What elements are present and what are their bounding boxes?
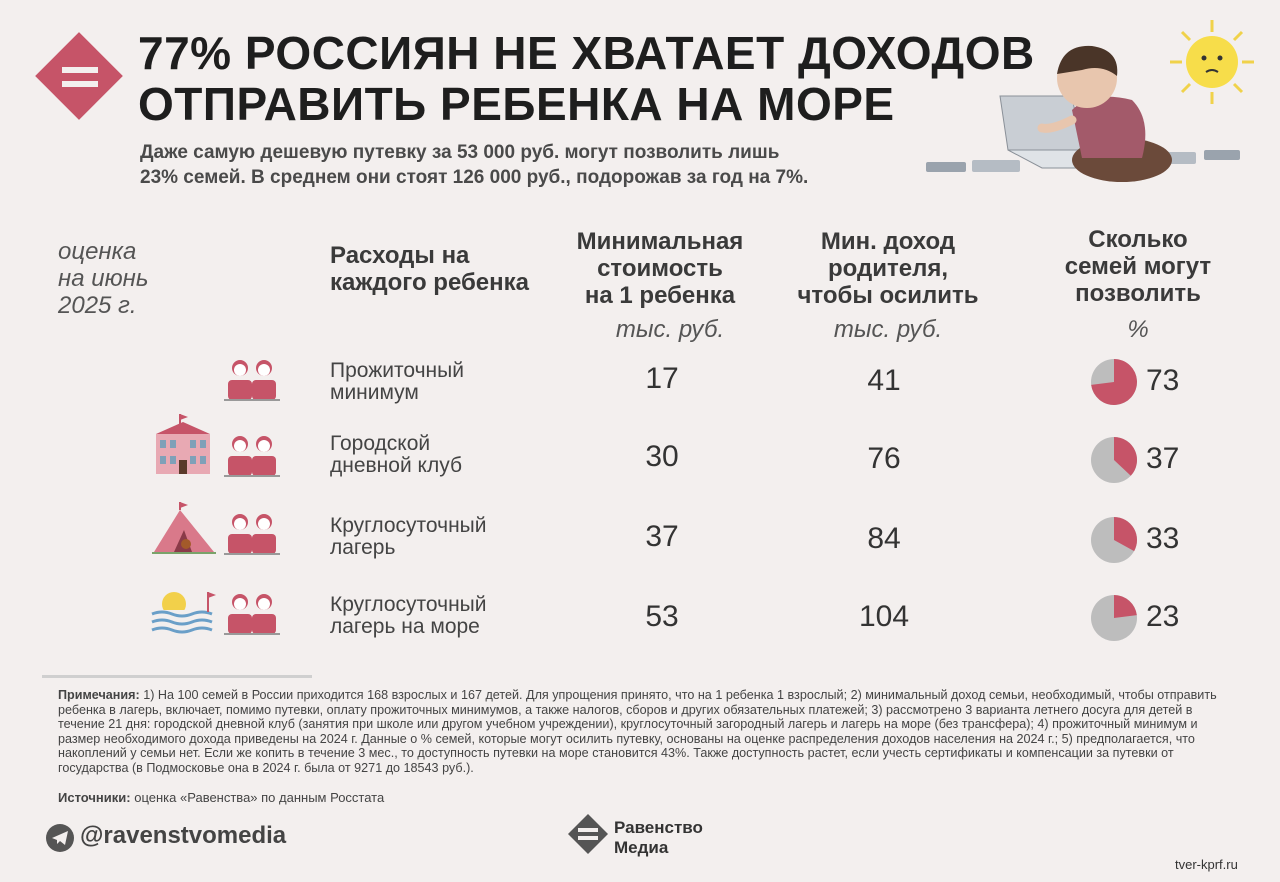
- row-label-2-line-2: дневной клуб: [330, 454, 462, 477]
- share-pie-4: [1091, 595, 1137, 641]
- header-min-cost-line-3: на 1 ребенка: [584, 282, 736, 309]
- row-label-4: Круглосуточный лагерь на море: [330, 594, 550, 638]
- brand-line-2: Медиа: [614, 838, 669, 857]
- row-label-4-line-1: Круглосуточный: [330, 593, 487, 616]
- subtitle-line-2: 23% семей. В среднем они стоят 126 000 р…: [140, 167, 809, 188]
- subtitle-line-1: Даже самую дешевую путевку за 53 000 руб…: [140, 142, 780, 163]
- header-expense: Расходы на каждого ребенка: [330, 242, 529, 296]
- telegram-handle[interactable]: @ravenstvomedia: [80, 822, 287, 849]
- estimate-line-2: на июнь: [58, 265, 149, 292]
- pie-part-3: [1114, 517, 1138, 552]
- header-min-income-line-1: Мин. доход: [820, 228, 956, 255]
- estimate-line-1: оценка: [58, 238, 137, 265]
- header-min-income-line-3: чтобы осилить: [797, 282, 979, 309]
- row-label-1-line-1: Прожиточный: [330, 359, 464, 382]
- unit-min-income: тыс. руб.: [833, 316, 943, 343]
- notes: Примечания: 1) На 100 семей в России при…: [58, 688, 1228, 775]
- unit-min-cost: тыс. руб.: [615, 316, 725, 343]
- brand-line-1: Равенство: [614, 818, 703, 837]
- sad-sun-icon: [1170, 20, 1254, 104]
- row-label-1: Прожиточный минимум: [330, 360, 550, 404]
- page-title: 77% РОССИЯН НЕ ХВАТАЕТ ДОХОДОВ ОТПРАВИТЬ…: [138, 28, 1035, 130]
- share-pie-1: [1091, 359, 1137, 405]
- header-expense-line-1: Расходы на: [330, 242, 470, 269]
- min-cost-1: 17: [645, 362, 679, 395]
- estimate-label: оценка на июнь 2025 г.: [58, 238, 148, 319]
- estimate-line-3: 2025 г.: [58, 292, 137, 319]
- row-label-4-line-2: лагерь на море: [330, 615, 480, 638]
- min-income-4: 104: [858, 600, 910, 633]
- share-value-4: 23: [1146, 600, 1180, 633]
- header-share-line-3: позволить: [1075, 280, 1201, 307]
- min-cost-3: 37: [645, 520, 679, 553]
- row-label-2: Городской дневной клуб: [330, 433, 550, 477]
- header-min-income: Мин. доход родителя, чтобы осилить: [778, 228, 998, 309]
- min-cost-4: 53: [645, 600, 679, 633]
- header-expense-line-2: каждого ребенка: [330, 269, 529, 296]
- min-income-2: 76: [867, 442, 901, 475]
- row-label-3-line-1: Круглосуточный: [330, 514, 487, 537]
- share-value-2: 37: [1146, 442, 1180, 475]
- pie-part-4: [1114, 595, 1137, 618]
- header-min-cost: Минимальная стоимость на 1 ребенка: [560, 228, 760, 309]
- children-icon: [224, 436, 280, 477]
- share-pie-2: [1091, 437, 1137, 483]
- title-line-2: ОТПРАВИТЬ РЕБЕНКА НА МОРЕ: [138, 78, 895, 130]
- row-label-3-line-2: лагерь: [330, 536, 396, 559]
- share-value-1: 73: [1146, 364, 1180, 397]
- min-income-3: 84: [867, 522, 901, 555]
- telegram-icon[interactable]: [46, 824, 74, 852]
- notes-label: Примечания:: [58, 688, 140, 702]
- equals-sign-icon: [62, 67, 98, 89]
- child-laptop-illustration: [926, 45, 1240, 182]
- header-share: Сколько семей могут позволить: [1040, 226, 1236, 307]
- beach-icon: [151, 592, 216, 634]
- brand-name: Равенство Медиа: [614, 818, 703, 858]
- footer-divider: [42, 675, 312, 678]
- header-share-line-2: семей могут: [1064, 253, 1212, 280]
- sources-text: оценка «Равенства» по данным Росстата: [134, 790, 385, 805]
- subtitle: Даже самую дешевую путевку за 53 000 руб…: [140, 140, 920, 190]
- header-min-income-line-2: родителя,: [827, 255, 948, 282]
- sources-label: Источники:: [58, 790, 131, 805]
- watermark: tver-kprf.ru: [1175, 857, 1238, 872]
- share-value-3: 33: [1146, 522, 1180, 555]
- school-icon: [156, 414, 210, 474]
- sources: Источники: оценка «Равенства» по данным …: [58, 790, 384, 805]
- min-cost-2: 30: [645, 440, 679, 473]
- pie-part-2: [1114, 437, 1137, 476]
- share-pie-3: [1091, 517, 1138, 563]
- row-label-1-line-2: минимум: [330, 381, 419, 404]
- header-share-line-1: Сколько: [1088, 226, 1188, 253]
- children-icon: [224, 360, 280, 401]
- title-line-1: 77% РОССИЯН НЕ ХВАТАЕТ ДОХОДОВ: [138, 27, 1035, 79]
- row-label-2-line-1: Городской: [330, 432, 431, 455]
- row-label-3: Круглосуточный лагерь: [330, 515, 550, 559]
- header-min-cost-line-1: Минимальная: [576, 228, 744, 255]
- pie-part-1: [1091, 359, 1137, 405]
- unit-share: %: [1127, 316, 1149, 343]
- brand-logo-icon: [568, 814, 608, 854]
- children-icon: [224, 594, 280, 635]
- tent-icon: [152, 502, 216, 554]
- min-income-1: 41: [867, 364, 901, 397]
- notes-text: 1) На 100 семей в России приходится 168 …: [58, 688, 1217, 775]
- children-icon: [224, 514, 280, 555]
- header-min-cost-line-2: стоимость: [597, 255, 723, 282]
